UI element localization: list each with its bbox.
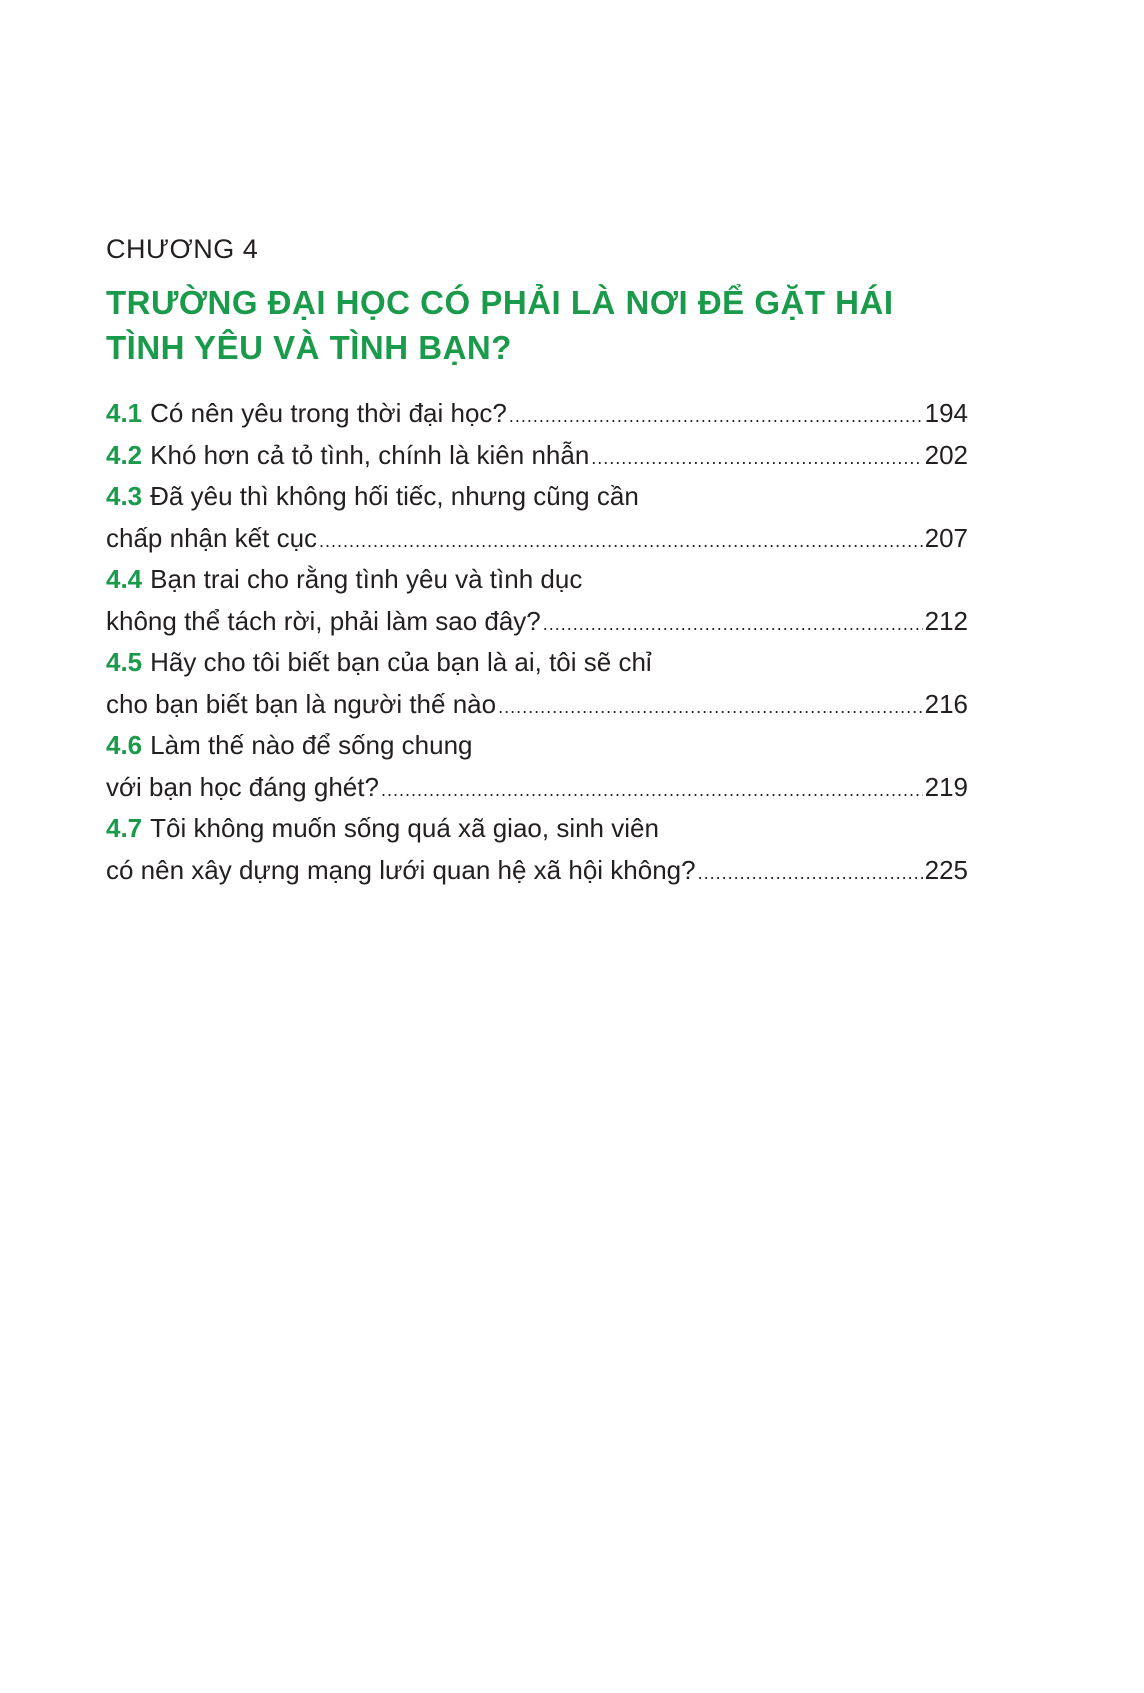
toc-entry-4-1[interactable]: 4.1Có nên yêu trong thời đại học? 194 [106,393,968,435]
dot-leader [381,767,923,809]
chapter-label: CHƯƠNG 4 [106,234,259,264]
section-number: 4.3 [106,481,143,511]
toc-entry-4-3[interactable]: 4.3 Đã yêu thì không hối tiếc, nhưng cũng… [106,476,968,559]
chapter-title-line: TRƯỜNG ĐẠI HỌC CÓ PHẢI LÀ NƠI ĐỂ GẶT HÁI [106,284,894,321]
section-title: Làm thế nào để sống chung [150,730,473,760]
section-title-cont: có nên xây dựng mạng lưới quan hệ xã hội… [106,854,696,885]
section-title: Đã yêu thì không hối tiếc, nhưng cũng cầ… [150,481,639,511]
page-number: 219 [924,771,968,802]
toc-entry-4-6[interactable]: 4.6 Làm thế nào để sống chung với bạn học… [106,725,968,808]
section-number: 4.5 [106,647,143,677]
section-number: 4.7 [106,813,143,843]
dot-leader [509,393,923,435]
toc-entry-4-7[interactable]: 4.7 Tôi không muốn sống quá xã giao, sinh… [106,808,968,891]
toc-entry-4-5[interactable]: 4.5 Hãy cho tôi biết bạn của bạn là ai, t… [106,642,968,725]
table-of-contents: 4.1Có nên yêu trong thời đại học? 194 4.2… [106,393,968,891]
dot-leader [698,850,923,892]
dot-leader [498,684,923,726]
section-title-cont: cho bạn biết bạn là người thế nào [106,688,497,719]
page-number: 207 [924,522,968,553]
section-title: Tôi không muốn sống quá xã giao, sinh vi… [150,813,659,843]
page-number: 225 [924,854,968,885]
section-title-cont: chấp nhận kết cục [106,522,318,553]
dot-leader [319,518,923,560]
page-number: 212 [924,605,968,636]
dot-leader [591,435,922,477]
page-number: 216 [924,688,968,719]
toc-entry-4-2[interactable]: 4.2 Khó hơn cả tỏ tình, chính là kiên nhẫ… [106,435,968,477]
section-number: 4.6 [106,730,143,760]
section-number: 4.1 [106,398,143,428]
section-title-cont: không thể tách rời, phải làm sao đây? [106,605,541,636]
section-title: Khó hơn cả tỏ tình, chính là kiên nhẫn [150,439,590,470]
dot-leader [543,601,923,643]
toc-entry-4-4[interactable]: 4.4 Bạn trai cho rằng tình yêu và tình dụ… [106,559,968,642]
section-number: 4.2 [106,439,143,470]
section-title-cont: với bạn học đáng ghét? [106,771,379,802]
section-title: Hãy cho tôi biết bạn của bạn là ai, tôi … [150,647,652,677]
page-number: 202 [924,439,968,470]
chapter-title-line: TÌNH YÊU VÀ TÌNH BẠN? [106,329,512,366]
chapter-title: TRƯỜNG ĐẠI HỌC CÓ PHẢI LÀ NƠI ĐỂ GẶT HÁI… [106,280,1006,370]
section-title: Bạn trai cho rằng tình yêu và tình dục [150,564,583,594]
page-number: 194 [924,398,968,428]
section-title: Có nên yêu trong thời đại học? [150,398,507,428]
section-number: 4.4 [106,564,143,594]
